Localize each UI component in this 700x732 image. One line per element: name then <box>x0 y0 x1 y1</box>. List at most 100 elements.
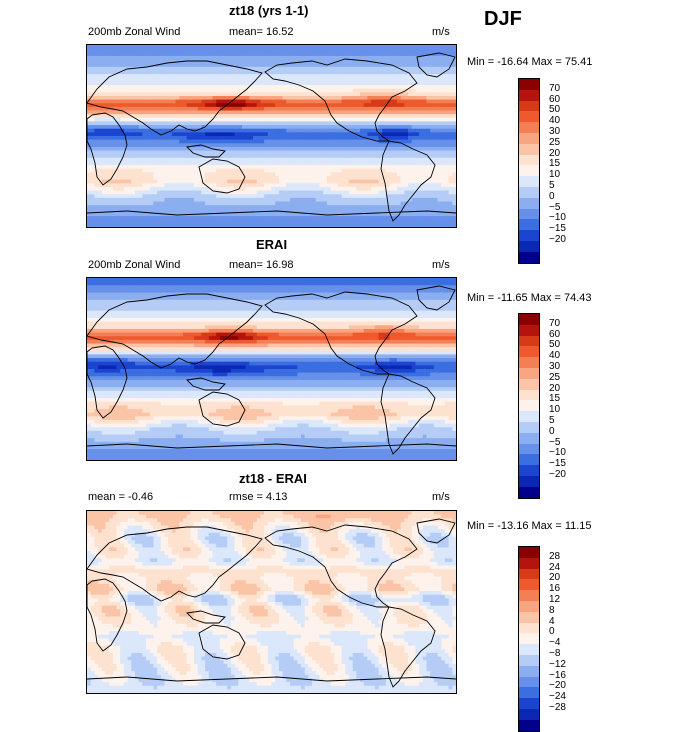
contour-cell <box>415 205 420 210</box>
contour-cell <box>131 168 136 173</box>
contour-cell <box>404 168 409 173</box>
contour-cell <box>186 45 191 50</box>
contour-cell <box>90 48 95 53</box>
contour-cell <box>433 45 438 50</box>
contour-cell <box>408 143 413 148</box>
contour-cell <box>452 143 456 148</box>
contour-cell <box>194 77 199 82</box>
contour-cell <box>415 183 420 188</box>
contour-cell <box>378 150 383 155</box>
contour-cell <box>437 154 442 159</box>
contour-cell <box>146 63 151 68</box>
contour-cell <box>238 161 243 166</box>
contour-cell <box>426 201 431 206</box>
contour-cell <box>186 81 191 86</box>
contour-cell <box>164 172 169 177</box>
contour-cell <box>234 52 239 57</box>
contour-cell <box>120 146 125 151</box>
contour-cell <box>293 143 298 148</box>
contour-cell <box>444 128 450 133</box>
contour-cell <box>367 106 372 111</box>
contour-cell <box>153 88 158 93</box>
contour-cell <box>179 216 184 221</box>
contour-cell <box>249 85 254 90</box>
contour-cell <box>408 146 413 151</box>
contour-cell <box>396 92 402 97</box>
contour-cell <box>382 70 387 75</box>
contour-cell <box>208 143 213 148</box>
contour-cell <box>267 190 272 195</box>
contour-cell <box>123 219 128 224</box>
contour-cell <box>190 77 195 82</box>
contour-cell <box>367 88 372 93</box>
contour-cell <box>382 190 387 195</box>
contour-cell <box>360 190 365 195</box>
contour-cell <box>308 139 313 144</box>
contour-cell <box>356 223 361 227</box>
contour-cell <box>304 121 309 126</box>
contour-cell <box>267 85 272 90</box>
contour-cell <box>419 157 424 162</box>
contour-cell <box>205 161 210 166</box>
contour-cell <box>315 106 320 111</box>
contour-cell <box>330 95 335 100</box>
contour-cell <box>430 117 435 122</box>
contour-cell <box>223 128 228 133</box>
contour-cell <box>245 121 250 126</box>
contour-cell <box>94 132 99 137</box>
contour-cell <box>308 77 313 82</box>
contour-cell <box>278 190 283 195</box>
contour-cell <box>271 183 276 188</box>
contour-cell <box>352 45 357 50</box>
contour-cell <box>415 110 420 115</box>
contour-cell <box>260 92 265 97</box>
contour-cell <box>293 114 298 119</box>
contour-cell <box>286 95 291 100</box>
contour-cell <box>123 172 128 177</box>
contour-cell <box>433 194 438 199</box>
contour-cell <box>234 103 239 108</box>
contour-cell <box>153 103 158 108</box>
contour-cell <box>87 55 92 60</box>
contour-cell <box>116 223 121 227</box>
contour-cell <box>396 223 402 227</box>
contour-cell <box>138 205 143 210</box>
contour-cell <box>297 176 302 181</box>
contour-cell <box>334 161 339 166</box>
contour-cell <box>168 172 173 177</box>
contour-cell <box>348 103 354 108</box>
contour-cell <box>411 176 416 181</box>
contour-cell <box>433 150 438 155</box>
contour-cell <box>430 179 435 184</box>
contour-cell <box>123 63 128 68</box>
contour-cell <box>352 128 357 133</box>
contour-cell <box>171 103 176 108</box>
contour-cell <box>142 168 147 173</box>
contour-cell <box>168 66 173 71</box>
contour-cell <box>138 52 143 57</box>
contour-cell <box>356 150 361 155</box>
contour-cell <box>101 132 106 137</box>
contour-cell <box>194 179 199 184</box>
contour-cell <box>168 77 173 82</box>
contour-cell <box>142 219 147 224</box>
contour-cell <box>297 52 302 57</box>
contour-cell <box>138 74 143 79</box>
contour-cell <box>393 201 398 206</box>
contour-cell <box>367 114 372 119</box>
contour-cell <box>378 190 383 195</box>
contour-cell <box>430 114 435 119</box>
contour-cell <box>367 150 372 155</box>
contour-cell <box>182 216 188 221</box>
contour-cell <box>234 150 239 155</box>
contour-cell <box>360 110 365 115</box>
contour-cell <box>293 186 298 191</box>
contour-cell <box>101 183 106 188</box>
contour-cell <box>153 154 158 159</box>
contour-cell <box>422 143 427 148</box>
contour-cell <box>426 161 431 166</box>
contour-cell <box>142 186 147 191</box>
contour-cell <box>164 216 169 221</box>
contour-cell <box>138 45 143 50</box>
contour-cell <box>201 106 206 111</box>
